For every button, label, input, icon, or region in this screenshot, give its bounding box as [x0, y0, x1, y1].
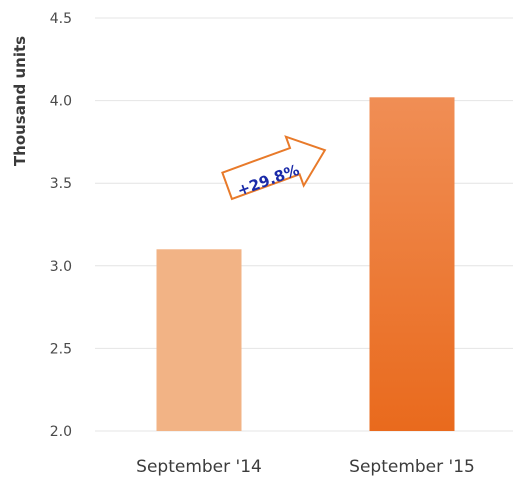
y-tick-label: 2.0 — [50, 424, 72, 440]
growth-arrow-icon — [221, 135, 327, 201]
bar-2 — [369, 97, 455, 432]
bar-1 — [156, 249, 242, 431]
y-tick-label: 4.0 — [50, 94, 72, 110]
y-tick-labels: 2.0 2.5 3.0 3.5 4.0 4.5 — [50, 11, 72, 440]
y-tick-label: 3.0 — [50, 259, 72, 275]
growth-arrow-annotation: +29.8% — [221, 135, 327, 201]
y-tick-label: 2.5 — [50, 341, 72, 357]
y-axis-title: Thousand units — [11, 36, 29, 166]
category-labels: September '14 September '15 — [136, 457, 475, 477]
y-tick-label: 4.5 — [50, 11, 72, 27]
x-category-label: September '15 — [349, 457, 475, 477]
x-category-label: September '14 — [136, 457, 262, 477]
y-tick-label: 3.5 — [50, 176, 72, 192]
bars — [156, 97, 455, 432]
